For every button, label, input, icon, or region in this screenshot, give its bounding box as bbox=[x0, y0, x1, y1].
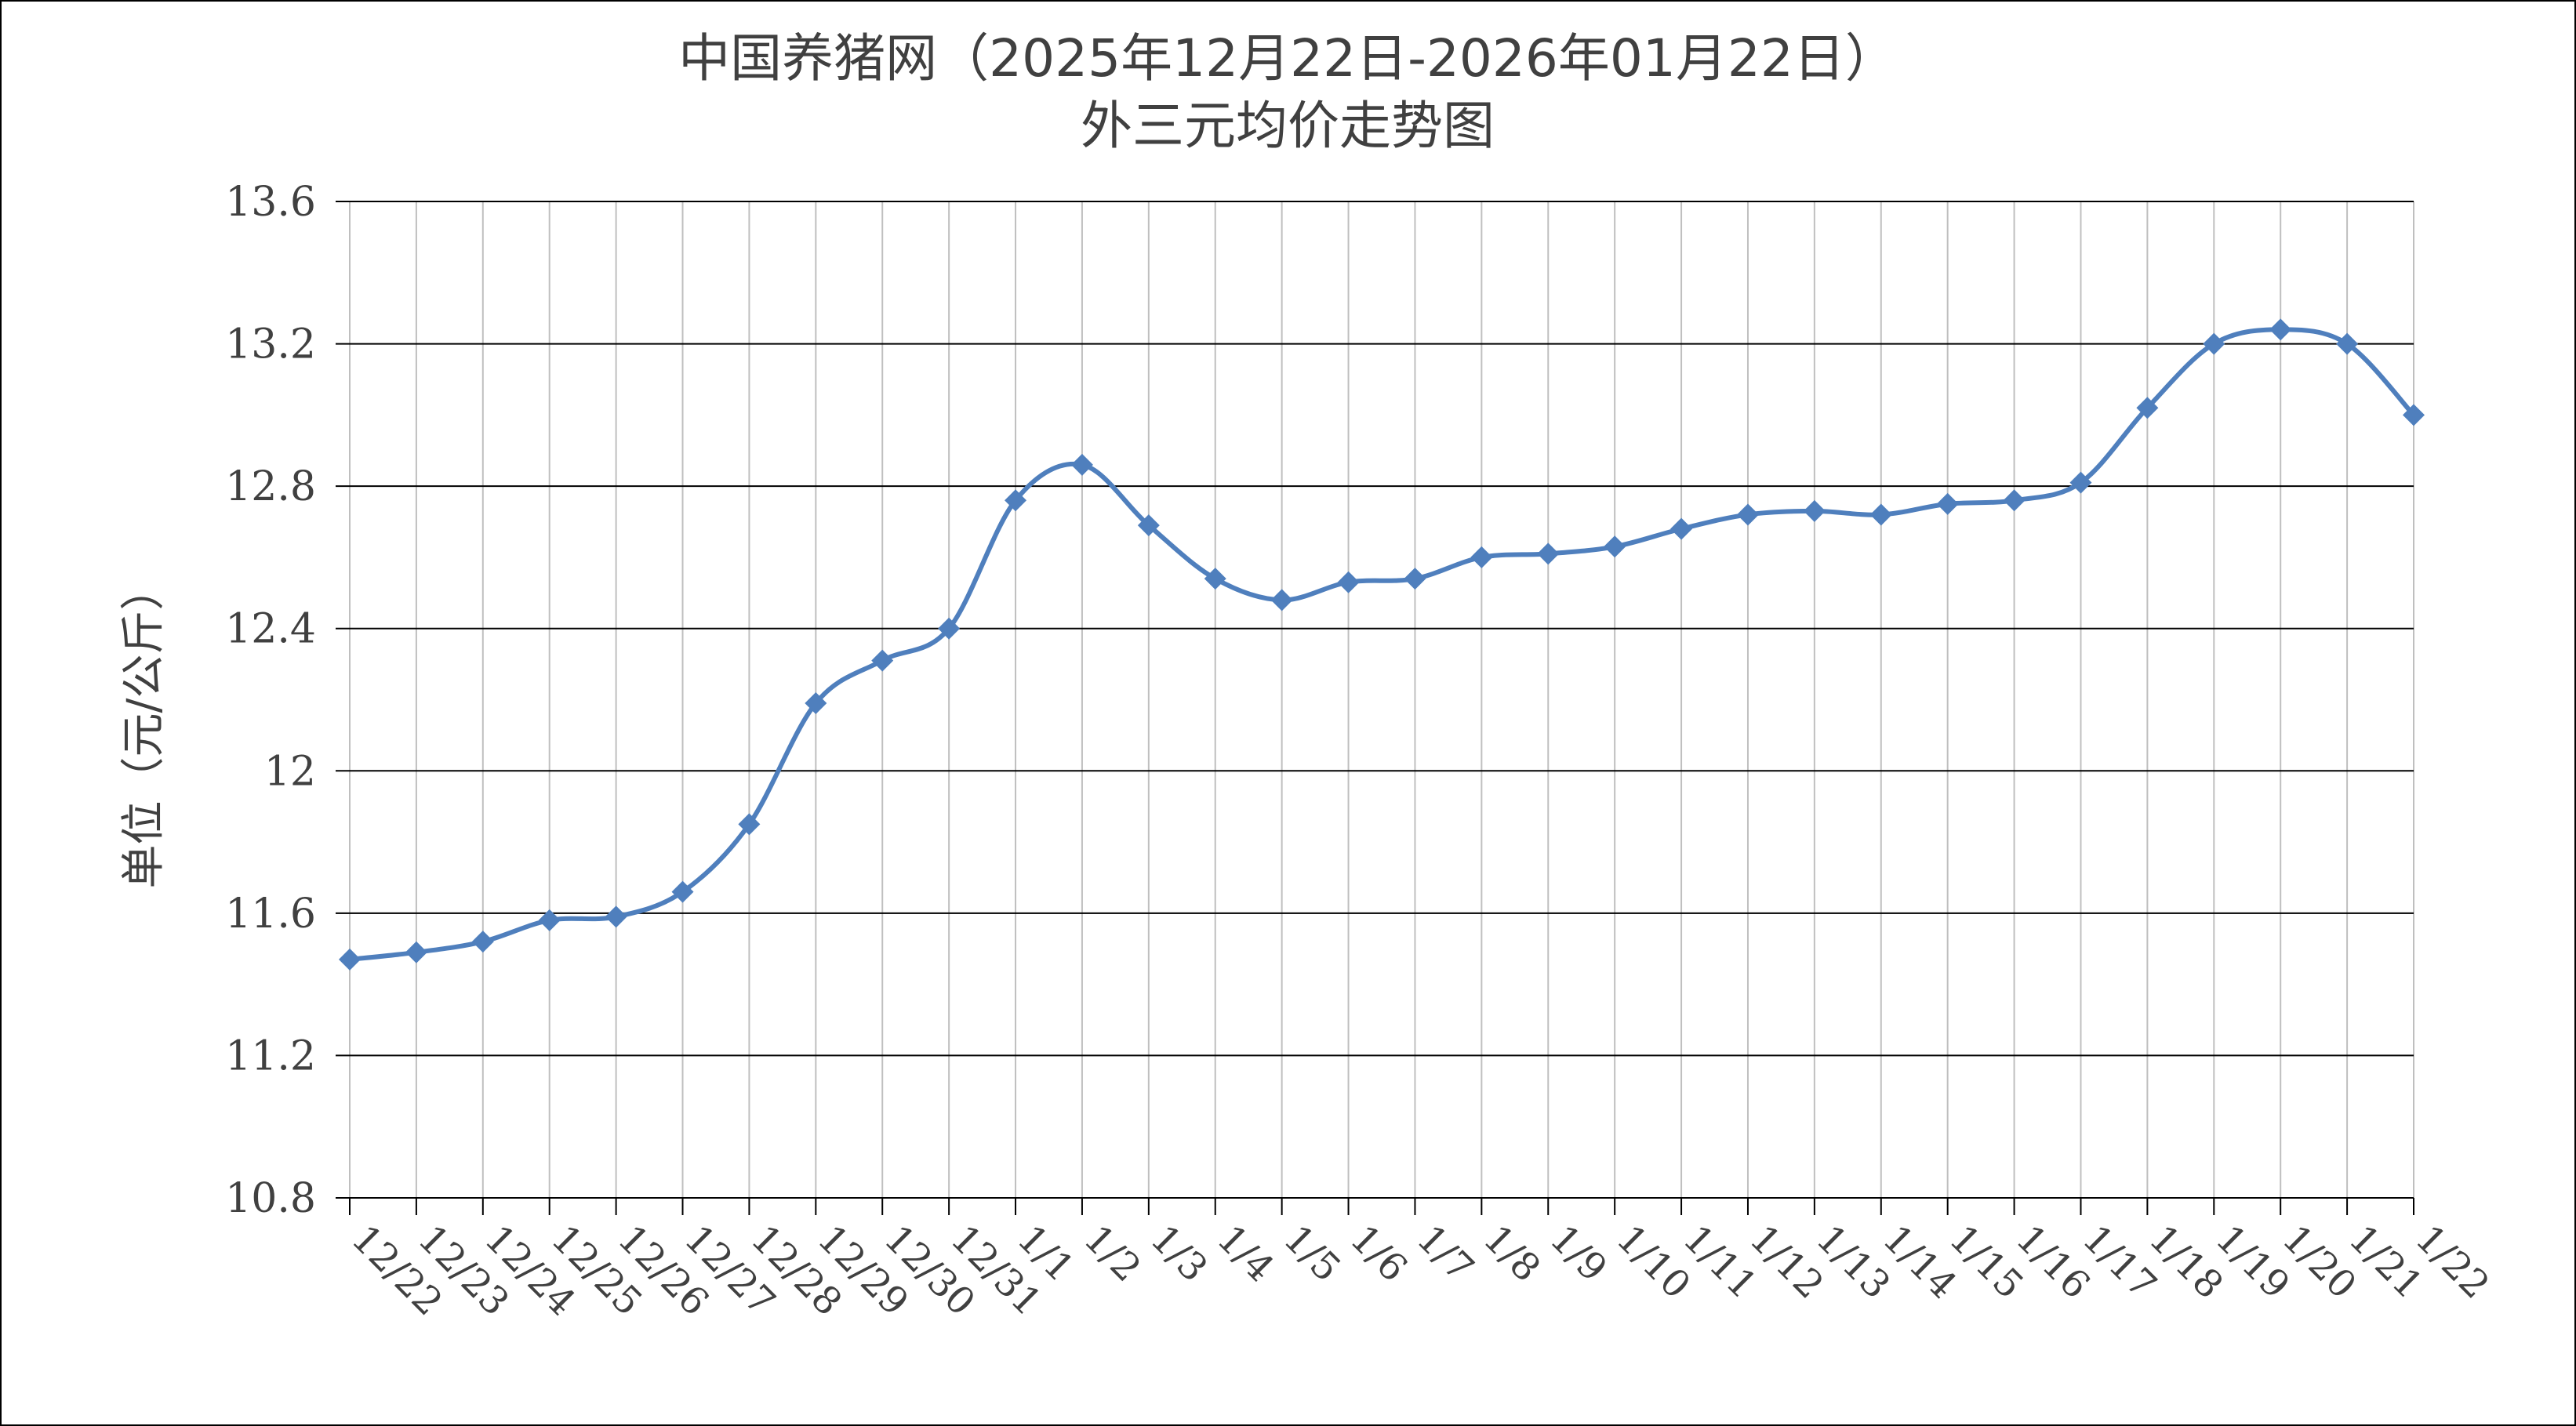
x-tick-label: 1/5 bbox=[1275, 1217, 1349, 1290]
series-line-group bbox=[349, 327, 2416, 962]
y-tick-label: 10.8 bbox=[225, 1175, 316, 1222]
y-tick-label: 11.6 bbox=[225, 891, 316, 938]
data-point bbox=[1537, 542, 1560, 565]
x-tick-label: 1/14 bbox=[1874, 1217, 1965, 1308]
y-tick-label: 12.4 bbox=[225, 606, 316, 653]
series-line bbox=[349, 327, 2416, 962]
data-point bbox=[339, 948, 361, 971]
x-tick-label: 1/13 bbox=[1808, 1217, 1898, 1308]
y-tick-label: 11.2 bbox=[225, 1032, 316, 1079]
data-point bbox=[2403, 404, 2425, 426]
x-tick-label: 1/10 bbox=[1608, 1217, 1699, 1308]
data-point bbox=[1070, 453, 1093, 476]
x-tick-label: 1/17 bbox=[2074, 1217, 2165, 1308]
y-tick-label: 12 bbox=[264, 748, 316, 795]
data-point bbox=[1270, 589, 1293, 611]
data-point bbox=[471, 931, 494, 953]
x-tick-label: 1/12 bbox=[1741, 1217, 1832, 1308]
data-point bbox=[2203, 332, 2225, 355]
x-tick-label: 1/9 bbox=[1542, 1217, 1615, 1290]
x-tick-label: 1/16 bbox=[2007, 1217, 2098, 1308]
x-tick-labels: 12/2212/2312/2412/2512/2612/2712/2812/29… bbox=[343, 1217, 2498, 1324]
y-tick-label: 13.2 bbox=[225, 321, 316, 368]
x-tick-label: 1/15 bbox=[1941, 1217, 2032, 1308]
x-tick-label: 1/4 bbox=[1208, 1217, 1282, 1290]
data-point bbox=[1936, 492, 1959, 515]
data-point bbox=[1337, 571, 1360, 593]
x-tick-label: 1/11 bbox=[1675, 1217, 1766, 1308]
x-tick-label: 1/6 bbox=[1342, 1217, 1415, 1290]
data-point bbox=[538, 909, 561, 931]
x-tick-label: 1/19 bbox=[2207, 1217, 2298, 1308]
data-point bbox=[1404, 568, 1426, 590]
data-point bbox=[405, 941, 427, 963]
y-tick-labels: 10.8 11.2 11.6 12 12.4 12.8 13.2 13.6 bbox=[225, 179, 316, 1222]
y-tick-label: 12.8 bbox=[225, 463, 316, 510]
x-tick-label: 1/22 bbox=[2407, 1217, 2498, 1308]
data-point bbox=[1869, 503, 1892, 526]
data-point bbox=[2069, 471, 2092, 494]
grid bbox=[349, 201, 2414, 1198]
data-point bbox=[671, 880, 694, 903]
axes bbox=[336, 201, 2414, 1215]
x-tick-label: 1/3 bbox=[1142, 1217, 1215, 1290]
data-point bbox=[871, 649, 894, 672]
y-tick-label: 13.6 bbox=[225, 179, 316, 226]
data-point bbox=[2136, 397, 2159, 419]
data-point bbox=[1204, 568, 1226, 590]
data-point bbox=[805, 692, 827, 715]
data-point bbox=[1604, 535, 1626, 558]
data-point bbox=[2003, 489, 2026, 512]
data-point bbox=[1005, 489, 1027, 512]
data-point bbox=[1803, 499, 1826, 522]
data-point bbox=[2336, 332, 2359, 355]
x-tick-label: 1/7 bbox=[1408, 1217, 1482, 1290]
data-point bbox=[605, 905, 627, 928]
data-point bbox=[2269, 318, 2292, 341]
chart-title: 中国养猪网（2025年12月22日-2026年01月22日） bbox=[678, 28, 1897, 89]
data-point bbox=[1137, 514, 1160, 537]
data-point bbox=[1670, 517, 1693, 540]
x-tick-label: 1/21 bbox=[2341, 1217, 2432, 1308]
data-point bbox=[738, 813, 761, 836]
x-tick-label: 1/20 bbox=[2274, 1217, 2365, 1308]
data-point bbox=[938, 617, 961, 640]
data-point bbox=[1736, 503, 1759, 526]
y-axis-label: 单位（元/公斤） bbox=[118, 567, 169, 889]
x-tick-label: 1/8 bbox=[1475, 1217, 1549, 1290]
data-point bbox=[1470, 546, 1493, 568]
x-tick-label: 1/2 bbox=[1075, 1217, 1149, 1290]
x-tick-label: 1/18 bbox=[2141, 1217, 2232, 1308]
series-markers bbox=[339, 318, 2425, 971]
chart-subtitle: 外三元均价走势图 bbox=[1081, 96, 1495, 156]
